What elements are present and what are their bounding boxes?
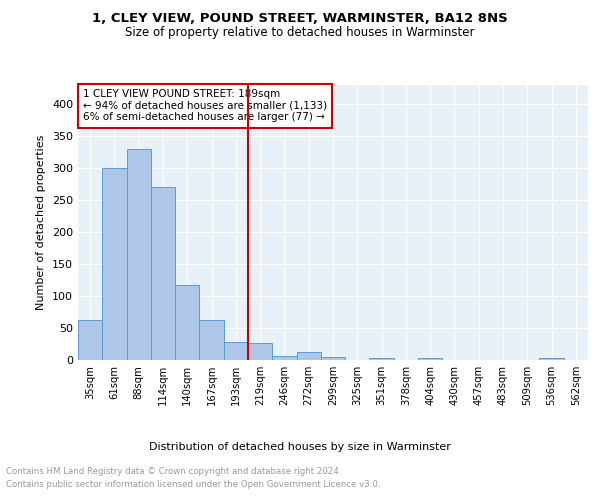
Bar	[78, 320, 102, 360]
Text: Contains public sector information licensed under the Open Government Licence v3: Contains public sector information licen…	[6, 480, 380, 489]
Bar	[102, 168, 127, 360]
Bar	[418, 358, 442, 360]
Bar	[127, 149, 151, 360]
Bar	[199, 320, 224, 360]
Bar	[296, 352, 321, 360]
Bar	[370, 358, 394, 360]
Bar	[321, 357, 345, 360]
Text: Distribution of detached houses by size in Warminster: Distribution of detached houses by size …	[149, 442, 451, 452]
Bar	[175, 284, 199, 360]
Text: Contains HM Land Registry data © Crown copyright and database right 2024.: Contains HM Land Registry data © Crown c…	[6, 468, 341, 476]
Bar	[248, 344, 272, 360]
Bar	[272, 356, 296, 360]
Bar	[224, 342, 248, 360]
Bar	[539, 358, 564, 360]
Text: 1 CLEY VIEW POUND STREET: 189sqm
← 94% of detached houses are smaller (1,133)
6%: 1 CLEY VIEW POUND STREET: 189sqm ← 94% o…	[83, 89, 327, 122]
Bar	[151, 188, 175, 360]
Y-axis label: Number of detached properties: Number of detached properties	[37, 135, 46, 310]
Text: Size of property relative to detached houses in Warminster: Size of property relative to detached ho…	[125, 26, 475, 39]
Text: 1, CLEY VIEW, POUND STREET, WARMINSTER, BA12 8NS: 1, CLEY VIEW, POUND STREET, WARMINSTER, …	[92, 12, 508, 26]
